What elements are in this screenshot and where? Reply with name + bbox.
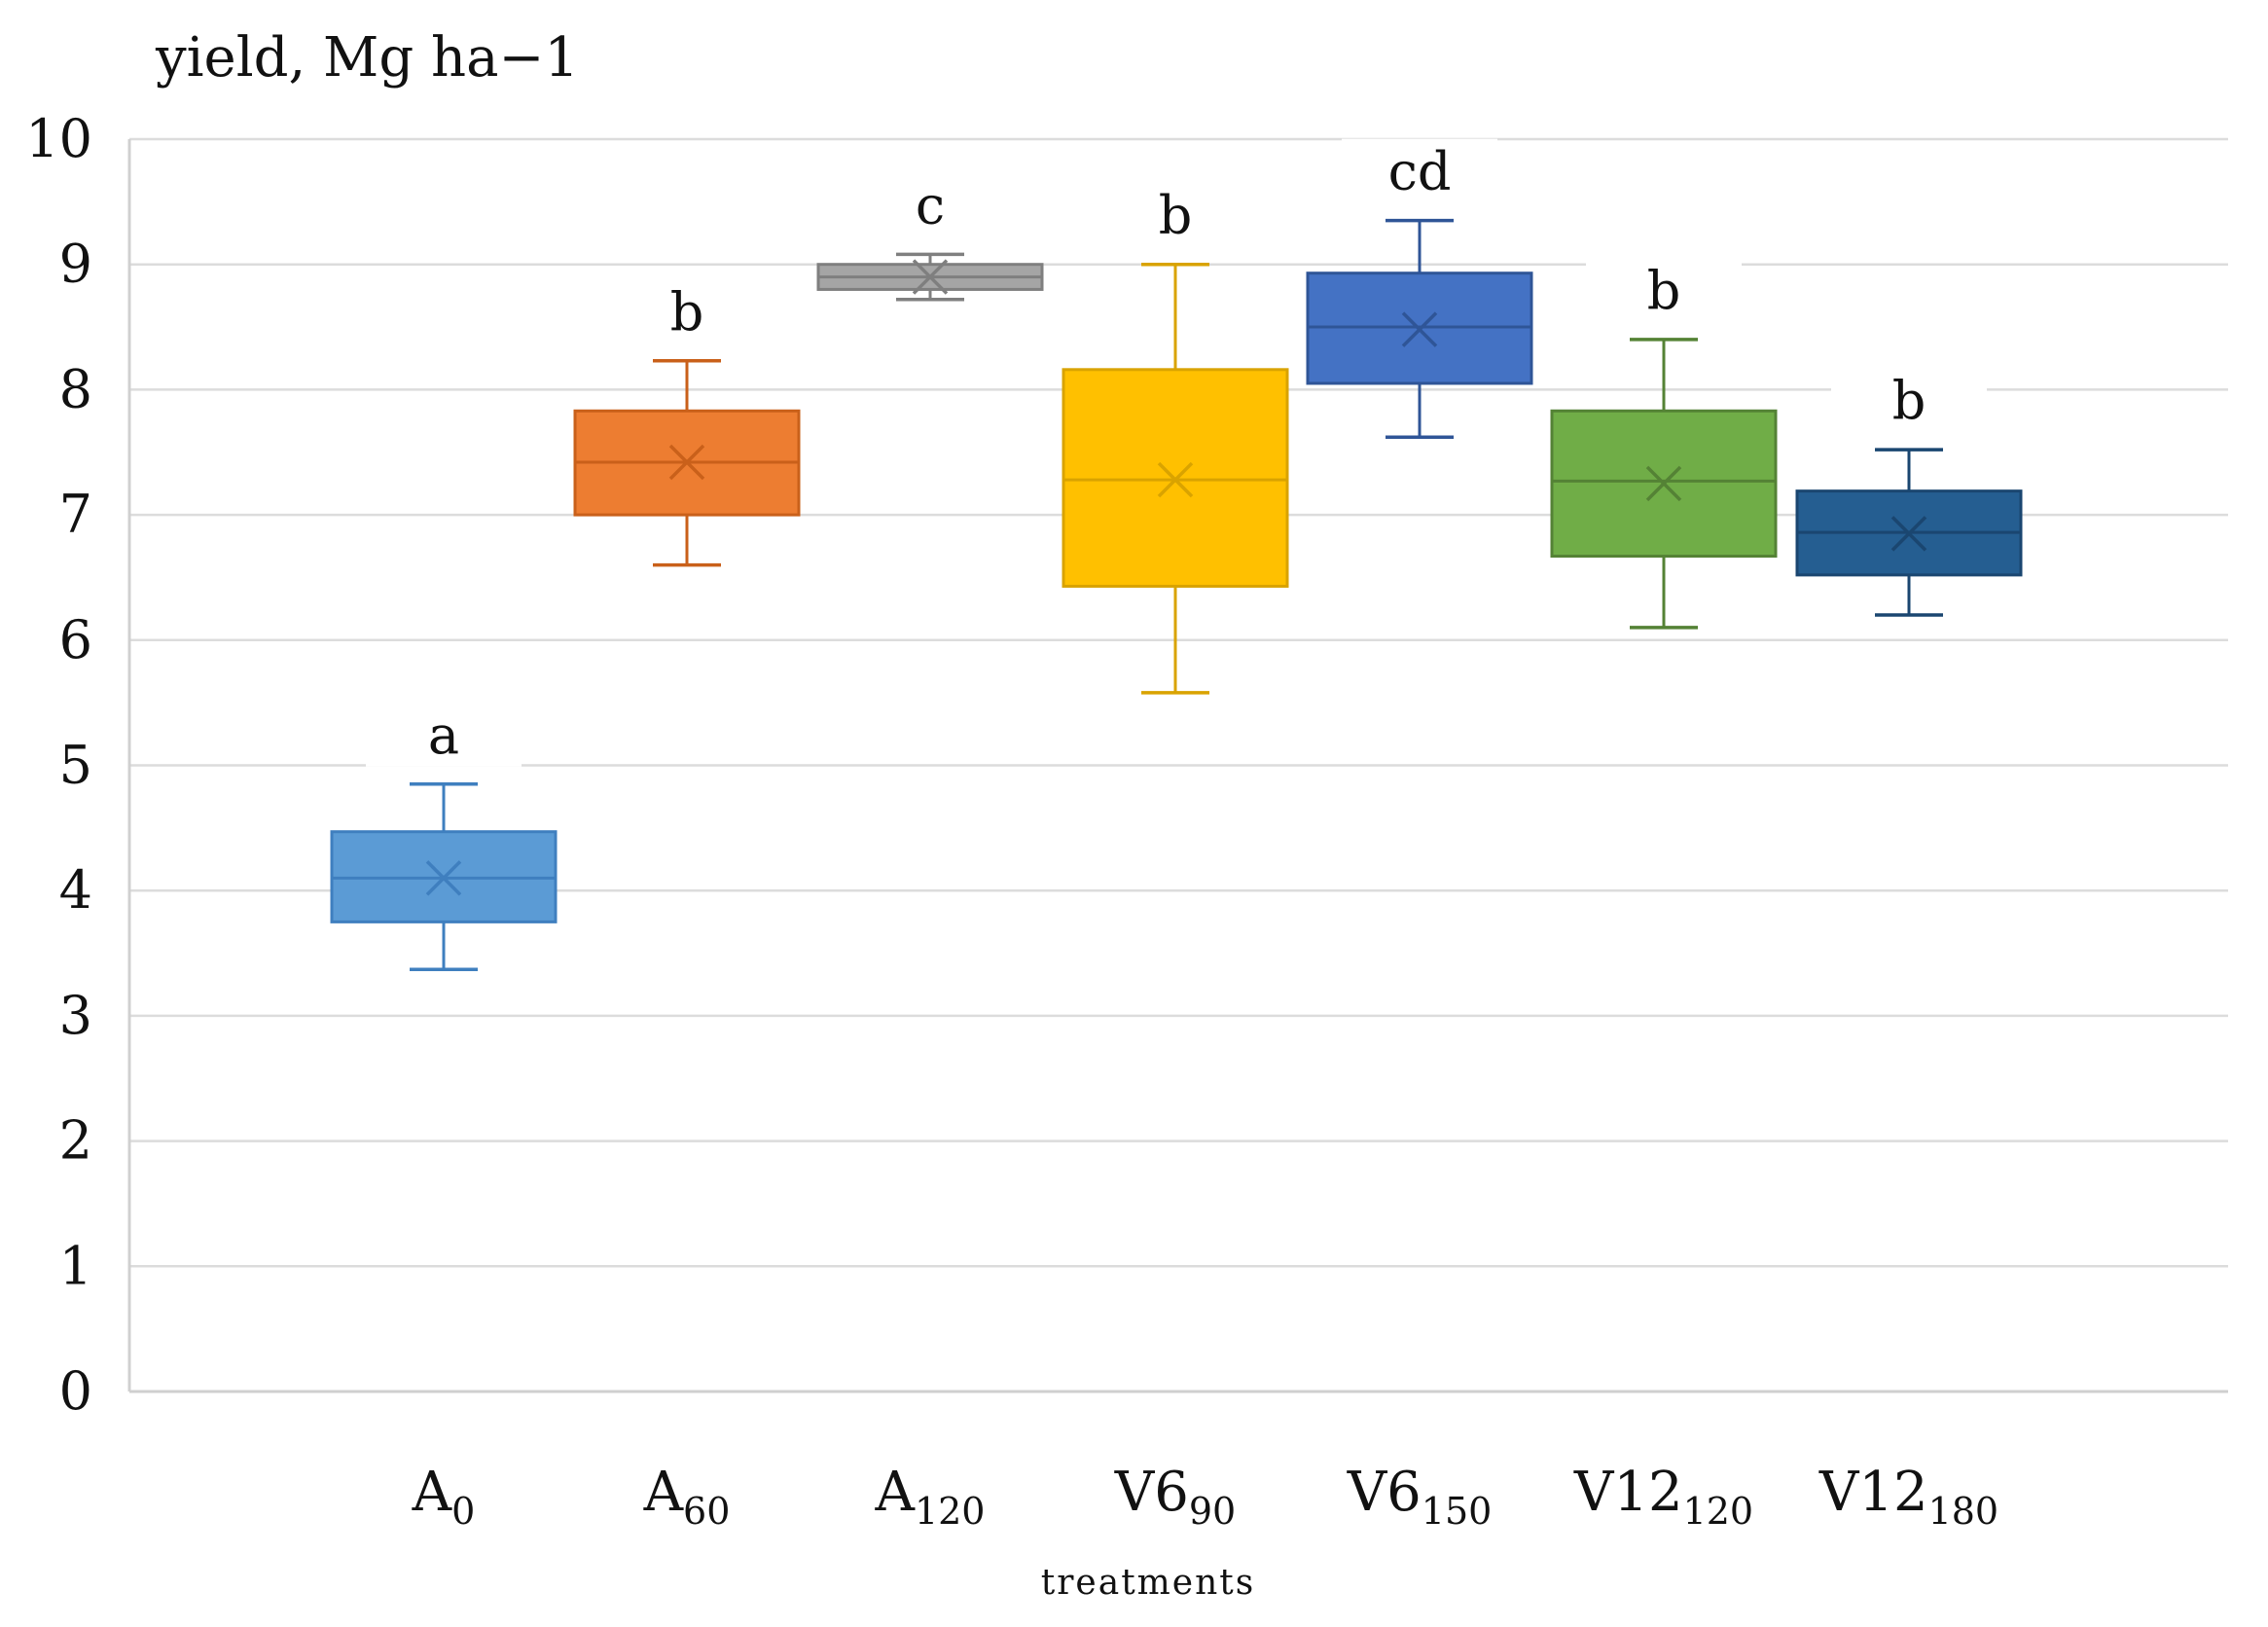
x-tick-main-V6150: V6 [1347, 1461, 1422, 1524]
x-tick-subscript-V6150: 150 [1422, 1490, 1493, 1533]
x-tick-main-V690: V6 [1114, 1461, 1189, 1524]
y-tick-label-6: 6 [59, 609, 92, 670]
significance-letter-A120: c [916, 174, 945, 235]
letter-backing-A60 [609, 278, 765, 343]
x-tick-label-V6150: V6150 [1347, 1461, 1493, 1533]
box-A0 [330, 782, 558, 972]
x-tick-main-A120: A [875, 1461, 916, 1524]
mean-marker-V12120 [1645, 465, 1682, 502]
x-tick-subscript-V12120: 120 [1683, 1490, 1754, 1533]
y-tick-label-0: 0 [59, 1360, 92, 1422]
mean-marker-V6150 [1401, 311, 1438, 347]
x-tick-label-A120: A120 [875, 1461, 986, 1533]
box-V12120 [1550, 338, 1778, 630]
x-tick-label-A60: A60 [643, 1461, 731, 1533]
letter-backing-V6150 [1342, 138, 1497, 203]
x-tick-main-A0: A [412, 1461, 452, 1524]
significance-letter-V690: b [1159, 185, 1193, 246]
box-A120 [816, 252, 1044, 302]
letter-backing-V12120 [1586, 257, 1742, 322]
x-axis-tick-labels: A0 A60 A120 V690 V6150 V12120 V12180 [412, 1461, 1998, 1533]
x-axis-label: treatments [1041, 1563, 1255, 1603]
x-tick-label-V12180: V12180 [1818, 1461, 1998, 1533]
boxes [330, 218, 2023, 972]
letter-backing-V690 [1098, 182, 1253, 247]
y-tick-label-7: 7 [59, 484, 92, 545]
significance-letter-V12180: b [1892, 370, 1926, 431]
x-tick-label-V12120: V12120 [1573, 1461, 1753, 1533]
box-V6150 [1306, 218, 1533, 440]
significance-letter-V12120: b [1647, 260, 1681, 321]
x-tick-subscript-A120: 120 [915, 1490, 986, 1533]
letter-backing-A0 [366, 702, 522, 767]
x-tick-label-V690: V690 [1114, 1461, 1236, 1533]
letter-backing-A120 [852, 172, 1008, 237]
y-tick-label-3: 3 [59, 985, 92, 1046]
y-tick-label-1: 1 [59, 1235, 92, 1296]
significance-letters: a b c b cd b b [366, 138, 1987, 767]
mean-marker-A120 [912, 259, 949, 295]
significance-letter-A60: b [670, 281, 704, 343]
x-tick-main-A60: A [643, 1461, 684, 1524]
y-tick-label-2: 2 [59, 1110, 92, 1172]
y-tick-label-4: 4 [59, 859, 92, 921]
y-tick-label-8: 8 [59, 358, 92, 419]
y-tick-label-10: 10 [25, 108, 92, 169]
significance-letter-V6150: cd [1388, 141, 1452, 202]
x-tick-subscript-V12180: 180 [1928, 1490, 1999, 1533]
y-axis-tick-labels: 0 1 2 3 4 5 6 7 8 9 10 [25, 108, 92, 1422]
mean-marker-V690 [1157, 461, 1194, 498]
significance-letter-A0: a [428, 705, 459, 766]
box-V690 [1062, 262, 1289, 695]
y-tick-label-9: 9 [59, 234, 92, 295]
x-tick-subscript-A60: 60 [683, 1490, 730, 1533]
box-A60 [573, 359, 801, 567]
x-tick-main-V12120: V12 [1573, 1461, 1683, 1524]
x-tick-main-V12180: V12 [1818, 1461, 1928, 1524]
y-axis-label: yield, Mg ha−1 [155, 26, 579, 90]
mean-marker-A60 [668, 444, 705, 481]
y-tick-label-5: 5 [59, 735, 92, 796]
box-V12180 [1795, 448, 2023, 617]
letter-backing-V12180 [1831, 368, 1987, 433]
x-tick-subscript-A0: 0 [451, 1490, 475, 1533]
x-tick-subscript-V690: 90 [1189, 1490, 1236, 1533]
mean-marker-V12180 [1890, 516, 1927, 552]
x-tick-label-A0: A0 [412, 1461, 476, 1533]
mean-marker-A0 [425, 860, 462, 896]
